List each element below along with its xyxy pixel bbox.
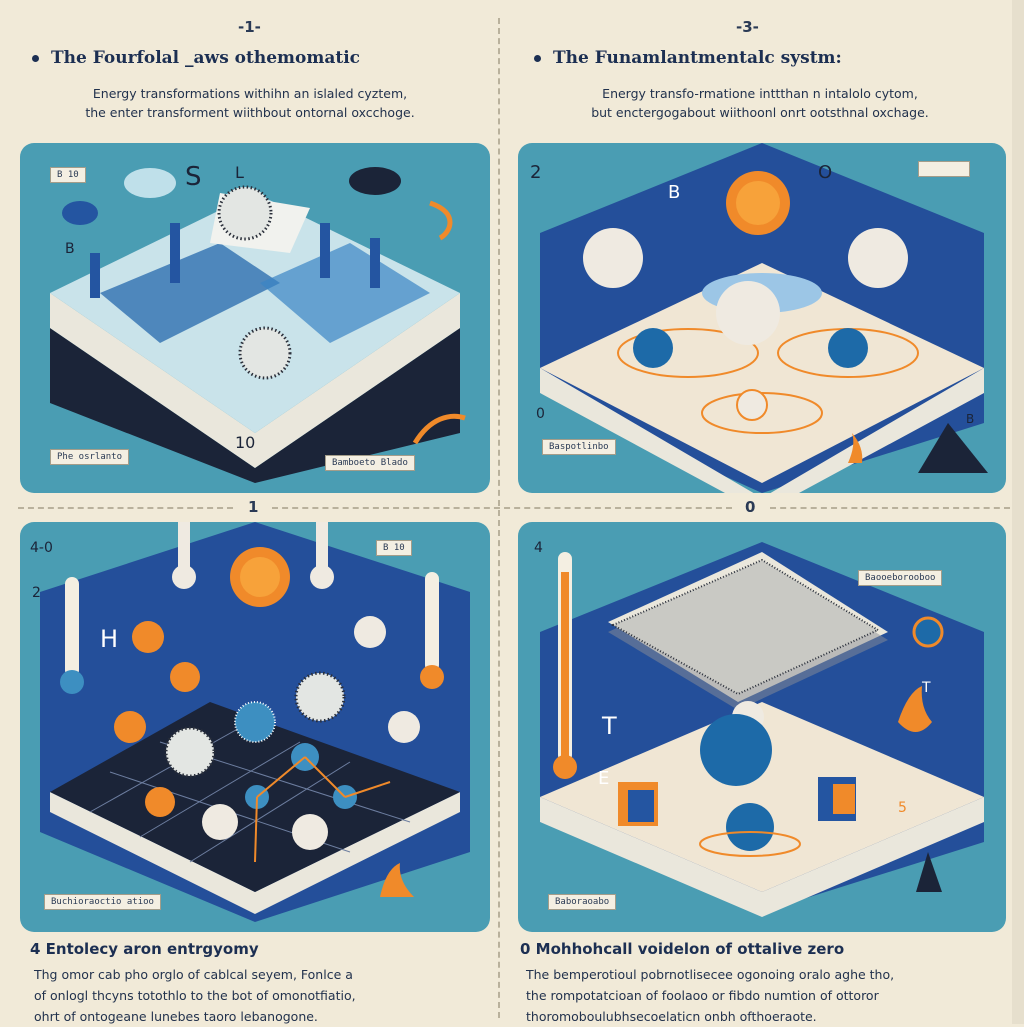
label-tag: Phe osrlanto <box>50 449 130 465</box>
horizontal-divider <box>272 507 732 509</box>
isometric-illustration: 4 T E T 5 <box>518 522 1006 932</box>
label-tag: Bamboeto Blado <box>325 455 415 471</box>
panel-absolute-zero: 4 T E T 5 Baooeborooboo Baboraoabo <box>518 522 1006 932</box>
section-index: 0 <box>745 498 756 516</box>
section-index: -3- <box>736 18 759 36</box>
description-line: Energy transformations withihn an islale… <box>92 86 408 101</box>
svg-text:L: L <box>235 163 244 182</box>
section-title: The Funamlantmentalc systm: <box>534 48 842 68</box>
vertical-divider <box>498 18 500 1018</box>
panel-isolated-system: S L B 10 B 10 Phe osrlanto Bamboeto Blad… <box>20 143 490 493</box>
svg-text:2: 2 <box>32 585 41 601</box>
page-edge <box>1012 0 1024 1024</box>
footer-text: The bemperotioul pobrnotlisecee ogonoing… <box>526 964 894 1027</box>
panel-entropy: 4-0 H 2 B 10 Buchioraoctio atioo <box>20 522 490 932</box>
label-tag <box>918 161 970 177</box>
label-tag: Baspotlinbo <box>542 439 616 455</box>
svg-text:0: 0 <box>536 406 545 422</box>
footer-text: Thg omor cab pho orglo of cablcal seyem,… <box>34 964 356 1027</box>
isometric-illustration: S L B 10 <box>20 143 490 493</box>
footer-line: ohrt of ontogeane lunebes taoro lebanogo… <box>34 1009 318 1024</box>
svg-text:4: 4 <box>534 540 543 556</box>
svg-text:B: B <box>966 412 974 426</box>
section-index: 1 <box>248 498 259 516</box>
section-title-text: The Fourfolal _aws othemomatic <box>51 48 361 68</box>
section-description: Energy transfo-rmatione inttthan n intal… <box>540 84 980 122</box>
section-title: The Fourfolal _aws othemomatic <box>32 48 360 68</box>
section-title-text: The Funamlantmentalc systm: <box>553 48 842 68</box>
svg-text:10: 10 <box>235 433 255 452</box>
svg-text:S: S <box>185 162 202 192</box>
svg-text:5: 5 <box>898 800 907 816</box>
bullet-icon <box>534 55 541 62</box>
bullet-icon <box>32 55 39 62</box>
footer-line: the rompotatcioan of foolaoo or fibdo nu… <box>526 988 879 1003</box>
footer-line: of onlogl thcyns totothlo to the bot of … <box>34 988 356 1003</box>
horizontal-divider <box>770 507 1010 509</box>
footer-title: 0 Mohhohcall voidelon of ottalive zero <box>520 940 845 958</box>
description-line: but enctergogabout wiithoonl onrt ootsth… <box>591 105 929 120</box>
isometric-illustration: 2 B O 0 B <box>518 143 1006 493</box>
footer-title: 4 Entolecy aron entrgyomy <box>30 940 259 958</box>
label-tag: Buchioraoctio atioo <box>44 894 161 910</box>
panel-fundamental-system: 2 B O 0 B Baspotlinbo <box>518 143 1006 493</box>
svg-text:H: H <box>100 625 118 653</box>
label-tag: B 10 <box>376 540 412 556</box>
section-description: Energy transformations withihn an islale… <box>40 84 460 122</box>
footer-line: thoromoboulubhsecoelaticn onbh ofthoerao… <box>526 1009 817 1024</box>
horizontal-divider <box>18 507 233 509</box>
svg-text:O: O <box>818 162 832 183</box>
label-tag: Baboraoabo <box>548 894 617 910</box>
svg-text:B: B <box>668 182 680 203</box>
label-tag: Baooeborooboo <box>858 570 943 586</box>
svg-text:T: T <box>601 712 617 740</box>
svg-text:2: 2 <box>530 162 541 183</box>
description-line: Energy transfo-rmatione inttthan n intal… <box>602 86 918 101</box>
svg-text:4-0: 4-0 <box>30 540 53 556</box>
svg-text:B: B <box>65 241 75 257</box>
svg-text:E: E <box>598 768 609 789</box>
footer-line: The bemperotioul pobrnotlisecee ogonoing… <box>526 967 895 982</box>
description-line: the enter transforment wiithbout ontorna… <box>85 105 415 120</box>
isometric-illustration: 4-0 H 2 <box>20 522 490 932</box>
label-tag: B 10 <box>50 167 86 183</box>
svg-text:T: T <box>921 680 931 696</box>
footer-line: Thg omor cab pho orglo of cablcal seyem,… <box>34 967 353 982</box>
section-index: -1- <box>238 18 261 36</box>
